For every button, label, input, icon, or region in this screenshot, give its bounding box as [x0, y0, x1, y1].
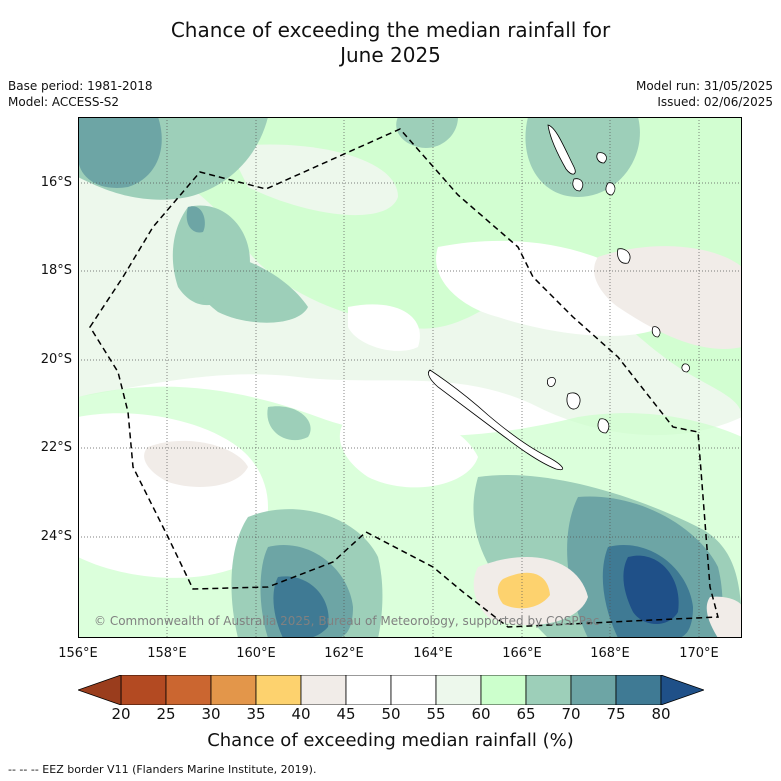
- islet-2: [681, 363, 690, 373]
- colorbar-under-arrow: [78, 675, 122, 705]
- colorbar-tick-label: 80: [651, 705, 671, 723]
- vanuatu-island-1: [547, 124, 576, 175]
- colorbar-cell: [570, 675, 617, 705]
- loyalty-island-1: [547, 377, 556, 387]
- lon-label-166e: 166°E: [502, 646, 542, 661]
- eez-footnote: -- -- -- EEZ border V11 (Flanders Marine…: [8, 763, 317, 776]
- rainfall-map: [78, 117, 742, 638]
- coastlines: [428, 124, 690, 471]
- colorbar-tick-label: 25: [156, 705, 176, 723]
- lat-label-22s: 22°S: [40, 440, 72, 455]
- title-line-1: Chance of exceeding the median rainfall …: [170, 18, 611, 42]
- lon-label-160e: 160°E: [236, 646, 276, 661]
- contour-hole-e: [339, 413, 478, 488]
- meta-left: Base period: 1981-2018 Model: ACCESS-S2: [8, 78, 153, 110]
- colorbar-title: Chance of exceeding median rainfall (%): [207, 730, 574, 751]
- contour-65-70-spot: [267, 406, 311, 441]
- model-name: Model: ACCESS-S2: [8, 95, 120, 109]
- model-run: Model run: 31/05/2025: [635, 79, 773, 93]
- contour-hole-c: [348, 304, 420, 351]
- colorbar-tick-label: 35: [246, 705, 266, 723]
- colorbar-cell: [255, 675, 302, 705]
- colorbar-cell: [435, 675, 482, 705]
- colorbar: [78, 675, 704, 705]
- base-period: Base period: 1981-2018: [8, 79, 153, 93]
- colorbar-tick-label: 45: [336, 705, 356, 723]
- colorbar-cell: [390, 675, 437, 705]
- lat-label-16s: 16°S: [40, 175, 72, 190]
- colorbar-over-arrow: [660, 675, 704, 705]
- colorbar-tick-label: 65: [516, 705, 536, 723]
- lon-label-170e: 170°E: [679, 646, 719, 661]
- colorbar-cell: [615, 675, 662, 705]
- colorbar-tick-label: 50: [381, 705, 401, 723]
- colorbar-cell: [345, 675, 392, 705]
- eez-border: [89, 128, 719, 628]
- colorbar-tick-label: 75: [606, 705, 626, 723]
- colorbar-tick-label: 40: [291, 705, 311, 723]
- lat-label-18s: 18°S: [40, 263, 72, 278]
- contour-40-45-w: [144, 440, 248, 487]
- colorbar-cells: [120, 675, 662, 705]
- map-border: [78, 117, 742, 638]
- contour-hole-a: [228, 144, 398, 216]
- title-line-2: June 2025: [340, 43, 441, 67]
- loyalty-island-3: [597, 418, 610, 434]
- map-area: [78, 117, 742, 638]
- colorbar-tick-label: 20: [111, 705, 131, 723]
- contour-65-70-n: [396, 117, 458, 148]
- colorbar-cell: [120, 675, 167, 705]
- copyright-notice: © Commonwealth of Australia 2025, Bureau…: [94, 614, 600, 628]
- colorbar-tick-label: 30: [201, 705, 221, 723]
- colorbar-cell: [210, 675, 257, 705]
- colorbar-cell: [165, 675, 212, 705]
- contour-70-75-w: [186, 206, 205, 233]
- colorbar-cell: [480, 675, 527, 705]
- contour-40-45-e: [594, 246, 742, 349]
- colorbar-tick-label: 70: [561, 705, 581, 723]
- map-title: Chance of exceeding the median rainfall …: [0, 18, 781, 68]
- colorbar-tick-label: 55: [426, 705, 446, 723]
- vanuatu-island-4: [605, 182, 616, 196]
- colorbar-tick-label: 60: [471, 705, 491, 723]
- contour-65-70-w2: [194, 255, 308, 323]
- contour-70-75-nw: [78, 117, 162, 188]
- colorbar-cell: [525, 675, 572, 705]
- contour-75-80-s: [273, 576, 329, 638]
- contour-35-40: [497, 572, 550, 609]
- vanuatu-island-5: [617, 248, 631, 264]
- vanuatu-island-3: [572, 178, 584, 192]
- issued-date: Issued: 02/06/2025: [657, 95, 773, 109]
- new-caledonia-island: [428, 369, 564, 471]
- colorbar-cell: [300, 675, 347, 705]
- islet-1: [651, 326, 661, 338]
- lon-label-168e: 168°E: [590, 646, 630, 661]
- lon-label-156e: 156°E: [58, 646, 98, 661]
- lat-label-24s: 24°S: [40, 529, 72, 544]
- lon-label-164e: 164°E: [413, 646, 453, 661]
- meta-right: Model run: 31/05/2025 Issued: 02/06/2025: [636, 78, 773, 110]
- lat-label-20s: 20°S: [40, 352, 72, 367]
- vanuatu-island-2: [596, 152, 607, 164]
- loyalty-island-2: [566, 392, 581, 410]
- contour-above-80: [623, 555, 679, 625]
- lon-label-162e: 162°E: [324, 646, 364, 661]
- contour-hole-b: [436, 240, 678, 336]
- lon-label-158e: 158°E: [147, 646, 187, 661]
